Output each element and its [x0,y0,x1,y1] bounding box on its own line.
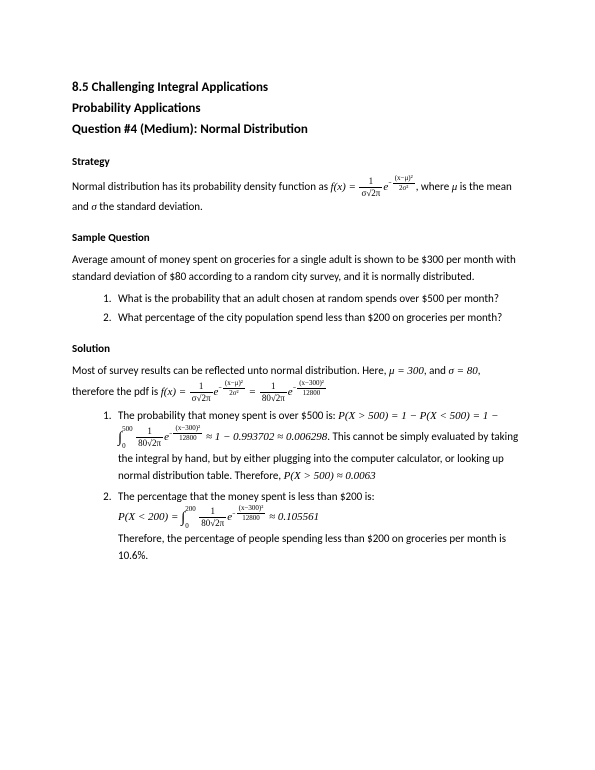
strategy-text: Normal distribution has its probability … [72,175,523,216]
sample-label: Sample Question [72,230,523,247]
strategy-exp: −(x−μ)²2σ² [388,178,415,187]
integral-icon: ∫ [181,506,185,530]
heading-line-1: 8.5 Challenging Integral Applications [72,78,523,99]
heading-line-3: Question #4 (Medium): Normal Distributio… [72,120,523,141]
document-page: 8.5 Challenging Integral Applications Pr… [0,0,595,609]
strategy-before: Normal distribution has its probability … [72,180,331,193]
strategy-fx: f(x) = [331,181,356,193]
solution-label: Solution [72,341,523,358]
heading-line-2: Probability Applications [72,99,523,120]
solution-intro: Most of survey results can be reflected … [72,362,523,403]
strategy-label: Strategy [72,154,523,171]
strategy-after1: , where [416,180,452,193]
sample-q1: What is the probability that an adult ch… [114,290,523,308]
sample-q2: What percentage of the city population s… [114,309,523,327]
solution-part-1: The probability that money spent is over… [114,407,523,486]
sample-intro: Average amount of money spent on groceri… [72,251,523,286]
solution-parts: The probability that money spent is over… [72,407,523,565]
solution-part2-tail: Therefore, the percentage of people spen… [118,530,523,565]
strategy-after3: the standard deviation. [97,200,203,213]
solution-part-2: The percentage that the money spent is l… [114,488,523,565]
sample-questions: What is the probability that an adult ch… [72,290,523,327]
integral-icon: ∫ [118,426,122,450]
strategy-frac1: 1σ√2π [359,177,382,198]
